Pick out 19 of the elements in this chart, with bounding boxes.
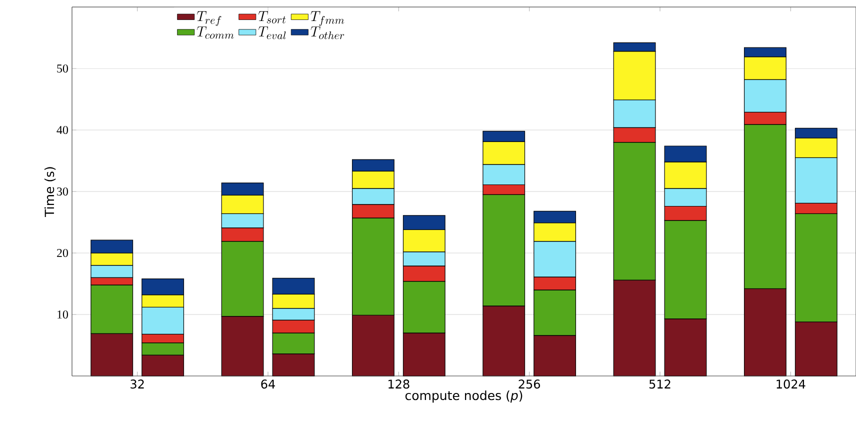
x-axis-title: compute nodes (p) (405, 390, 522, 403)
y-tick-label: 50 (57, 64, 68, 73)
legend-label: $T_{sort}$ (258, 11, 286, 24)
x-tick-label: 256 (518, 380, 540, 389)
y-tick-label: 20 (57, 248, 68, 258)
y-tick-label: 30 (57, 187, 68, 196)
x-tick-label: 512 (649, 380, 670, 389)
legend-label: $T_{other}$ (310, 26, 344, 40)
y-tick-label: 10 (58, 310, 68, 319)
legend-label: $T_{ref}$ (196, 11, 222, 26)
legend-label: $T_{eval}$ (258, 26, 286, 40)
x-tick-label: 1024 (776, 380, 806, 389)
x-tick-label: 128 (388, 380, 410, 389)
x-tick-label: 32 (130, 380, 144, 389)
legend-label: $T_{comm}$ (196, 26, 234, 39)
y-axis-title: Time (s) (44, 167, 56, 217)
x-tick-label: 64 (261, 380, 275, 389)
y-tick-label: 40 (56, 126, 68, 134)
legend-label: $T_{fmm}$ (310, 11, 344, 26)
